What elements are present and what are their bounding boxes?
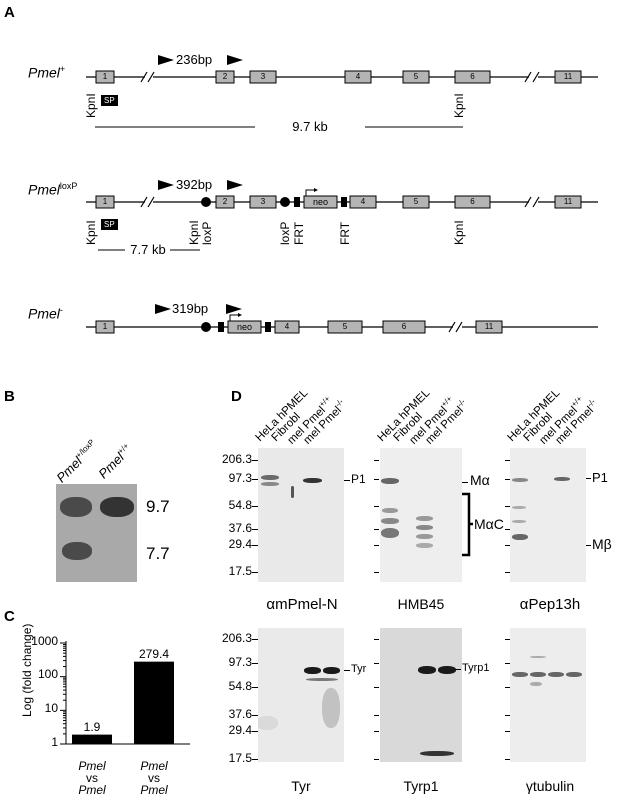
neo-cassette-label: neo bbox=[312, 197, 329, 207]
bar bbox=[134, 661, 174, 744]
exon-label: 5 bbox=[342, 322, 348, 331]
signal-peptide-box: SP bbox=[101, 95, 118, 106]
bracket-m-alpha-c bbox=[462, 492, 473, 557]
exon-label: 6 bbox=[470, 72, 475, 81]
exon-label: 5 bbox=[413, 197, 419, 206]
band bbox=[100, 497, 134, 517]
mw-marker: 206.3 bbox=[221, 631, 252, 645]
exon-label: 3 bbox=[260, 197, 266, 206]
annot-tyr: Tyr bbox=[351, 663, 367, 675]
bar bbox=[72, 734, 112, 744]
signal-peptide-box: SP bbox=[101, 219, 118, 230]
exon-label: 4 bbox=[355, 72, 361, 81]
mw-marker: 29.4 bbox=[228, 723, 252, 737]
western-blot-tyrp1 bbox=[380, 628, 462, 762]
exon-label: 11 bbox=[484, 322, 494, 331]
annot-m-beta: Mβ bbox=[592, 536, 612, 552]
mw-marker: 54.8 bbox=[228, 498, 252, 512]
annot-p1: P1 bbox=[592, 470, 608, 485]
exon-label: 1 bbox=[102, 322, 108, 331]
antibody-caption: Tyr bbox=[291, 778, 311, 794]
y-tick-label: 10 bbox=[44, 701, 58, 715]
exon-label: 6 bbox=[401, 322, 407, 331]
western-blot-hmb45 bbox=[380, 448, 462, 582]
exon-label: 4 bbox=[360, 197, 366, 206]
y-tick-label: 1000 bbox=[31, 634, 58, 648]
exon-label: 3 bbox=[260, 72, 266, 81]
band bbox=[60, 497, 92, 517]
mw-marker: 37.6 bbox=[228, 707, 252, 721]
antibody-caption: γtubulin bbox=[525, 778, 575, 794]
panel-label-c: C bbox=[4, 608, 15, 625]
construct-title-wt: Pmel+ bbox=[28, 64, 66, 81]
amplicon-ko: 319bp bbox=[172, 301, 209, 316]
southern-blot bbox=[56, 484, 137, 582]
x-category-label: Pmel vs Pmel bbox=[140, 759, 168, 797]
exon-label: 1 bbox=[102, 197, 108, 206]
fragment-size-wt: 9.7 kb bbox=[255, 119, 365, 134]
mw-marker: 17.5 bbox=[228, 564, 252, 578]
western-blot-gamma-tubulin bbox=[510, 628, 586, 762]
western-blot-ampmel-n bbox=[258, 448, 344, 582]
exon-label: 11 bbox=[563, 72, 573, 81]
mw-marker: 29.4 bbox=[228, 537, 252, 551]
neo-cassette-label: neo bbox=[236, 322, 253, 332]
mw-marker: 17.5 bbox=[228, 751, 252, 765]
mw-marker: 97.3 bbox=[228, 471, 252, 485]
x-category-label: Pmel vs Pmel bbox=[78, 759, 106, 797]
mw-marker: 97.3 bbox=[228, 655, 252, 669]
western-blot-apep13h bbox=[510, 448, 586, 582]
bar-value-label: 1.9 bbox=[83, 719, 101, 734]
loxp-site-label: loxP bbox=[278, 221, 292, 245]
fragment-size-loxp: 7.7 kb bbox=[130, 242, 166, 257]
antibody-caption: HMB45 bbox=[397, 596, 445, 612]
annot-p1: P1 bbox=[351, 472, 366, 486]
band bbox=[62, 542, 92, 560]
exon-label: 6 bbox=[470, 197, 475, 206]
construct-title-ko: Pmel- bbox=[28, 305, 63, 322]
southern-size-77: 7.7 bbox=[146, 544, 170, 563]
annot-m-alpha: Mα bbox=[470, 472, 490, 488]
exon-label: 2 bbox=[222, 197, 228, 206]
panel-label-a: A bbox=[4, 4, 15, 21]
mw-marker: 37.6 bbox=[228, 521, 252, 535]
exon-label: 4 bbox=[284, 322, 290, 331]
exon-label: 5 bbox=[413, 72, 419, 81]
western-blot-tyr bbox=[258, 628, 344, 762]
annot-m-alpha-c: MαC bbox=[474, 516, 504, 532]
exon-label: 1 bbox=[102, 72, 108, 81]
antibody-caption: αPep13h bbox=[519, 596, 581, 613]
gene-construct-diagram bbox=[86, 55, 598, 334]
panel-label-b: B bbox=[4, 388, 15, 405]
fold-change-chart bbox=[60, 641, 190, 745]
kpni-site: KpnI bbox=[452, 220, 466, 245]
y-tick-label: 100 bbox=[37, 667, 58, 681]
frt-site-label: FRT bbox=[292, 221, 306, 245]
annot-tyrp1: Tyrp1 bbox=[462, 662, 490, 674]
kpni-site: KpnI bbox=[452, 93, 466, 118]
bar-value-label: 279.4 bbox=[138, 646, 170, 661]
antibody-caption: Tyrp1 bbox=[403, 778, 439, 794]
antibody-caption: αmPmel-N bbox=[266, 596, 338, 613]
y-tick-label: 1 bbox=[51, 735, 58, 749]
southern-size-97: 9.7 bbox=[146, 497, 170, 516]
construct-title-loxp: PmelloxP bbox=[28, 181, 78, 198]
amplicon-wt: 236bp bbox=[176, 52, 213, 67]
exon-label: 2 bbox=[222, 72, 228, 81]
frt-site-label: FRT bbox=[338, 221, 352, 245]
mw-marker: 206.3 bbox=[221, 452, 252, 466]
exon-label: 11 bbox=[563, 197, 573, 206]
panel-label-d: D bbox=[231, 388, 242, 405]
amplicon-loxp: 392bp bbox=[176, 177, 213, 192]
mw-marker: 54.8 bbox=[228, 679, 252, 693]
